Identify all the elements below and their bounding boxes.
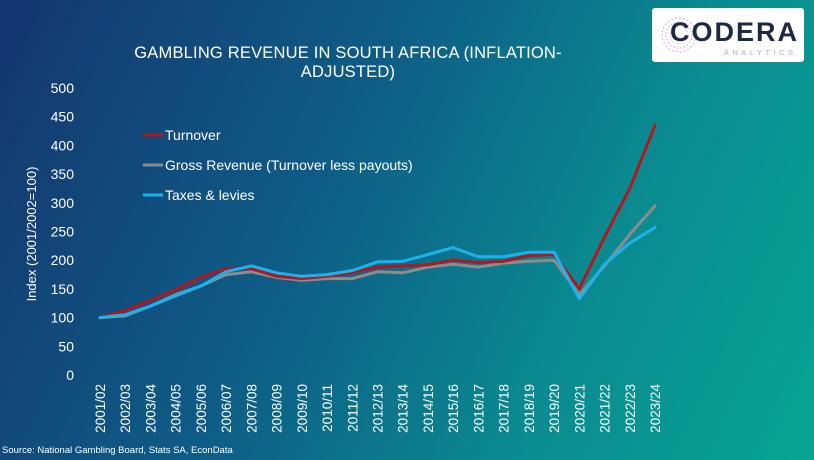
series-line-0 [98,123,657,320]
y-tick-label: 250 [51,224,75,240]
y-tick-label: 50 [58,338,74,354]
x-tick-label: 2004/05 [169,384,184,433]
y-tick-label: 450 [51,109,75,125]
x-tick-label: 2017/18 [497,384,512,433]
legend-label: Taxes & levies [165,187,254,203]
y-tick-label: 100 [51,310,75,326]
y-tick-label: 500 [51,80,75,96]
y-tick-label: 150 [51,281,75,297]
x-tick-label: 2020/21 [572,384,587,433]
logo-name: CODERA [670,17,800,47]
x-tick-label: 2023/24 [648,384,663,433]
y-tick-label: 300 [51,195,75,211]
x-tick-label: 2010/11 [320,384,335,432]
chart-title: GAMBLING REVENUE IN SOUTH AFRICA (INFLAT… [134,44,562,81]
y-tick-label: 0 [66,367,74,383]
legend-label: Turnover [165,127,221,143]
x-tick-label: 2009/10 [295,384,310,433]
y-tick-label: 400 [51,137,75,153]
logo-subtitle: ANALYTICS [724,48,797,57]
y-axis-label: Index (2001/2002=100) [24,167,39,302]
y-tick-label: 350 [51,166,75,182]
x-tick-label: 2013/14 [396,384,411,433]
y-tick-label: 200 [51,252,75,268]
x-tick-label: 2008/09 [270,384,285,433]
legend-label: Gross Revenue (Turnover less payouts) [165,157,413,173]
x-tick-label: 2011/12 [345,384,360,432]
x-tick-label: 2022/23 [623,384,638,433]
x-tick-label: 2014/15 [421,384,436,433]
x-tick-label: 2015/16 [446,384,461,433]
x-tick-label: 2012/13 [371,384,386,433]
x-tick-label: 2005/06 [194,384,209,433]
x-tick-label: 2016/17 [471,384,486,433]
x-axis-ticks: 2001/02 2002/03 2003/04 2004/05 2005/06 2006/… [93,384,663,433]
series-lines [98,123,657,320]
x-tick-label: 2007/08 [244,384,259,433]
x-tick-label: 2019/20 [547,384,562,433]
series-line-2 [98,226,657,320]
source-note: Source: National Gambling Board, Stats S… [2,445,233,456]
x-tick-label: 2021/22 [598,384,613,433]
x-tick-label: 2001/02 [93,384,108,433]
logo-swirl-icon [661,17,697,53]
x-tick-label: 2003/04 [143,384,158,433]
x-tick-label: 2006/07 [219,384,234,433]
codera-logo: CODERA ANALYTICS [652,8,804,62]
x-tick-label: 2018/19 [522,384,537,433]
legend: Turnover Gross Revenue (Turnover less pay… [143,127,413,203]
x-tick-label: 2002/03 [118,384,133,433]
y-axis-ticks: 0 50 100 150 200 250 300 350 400 450 500 [51,80,75,383]
